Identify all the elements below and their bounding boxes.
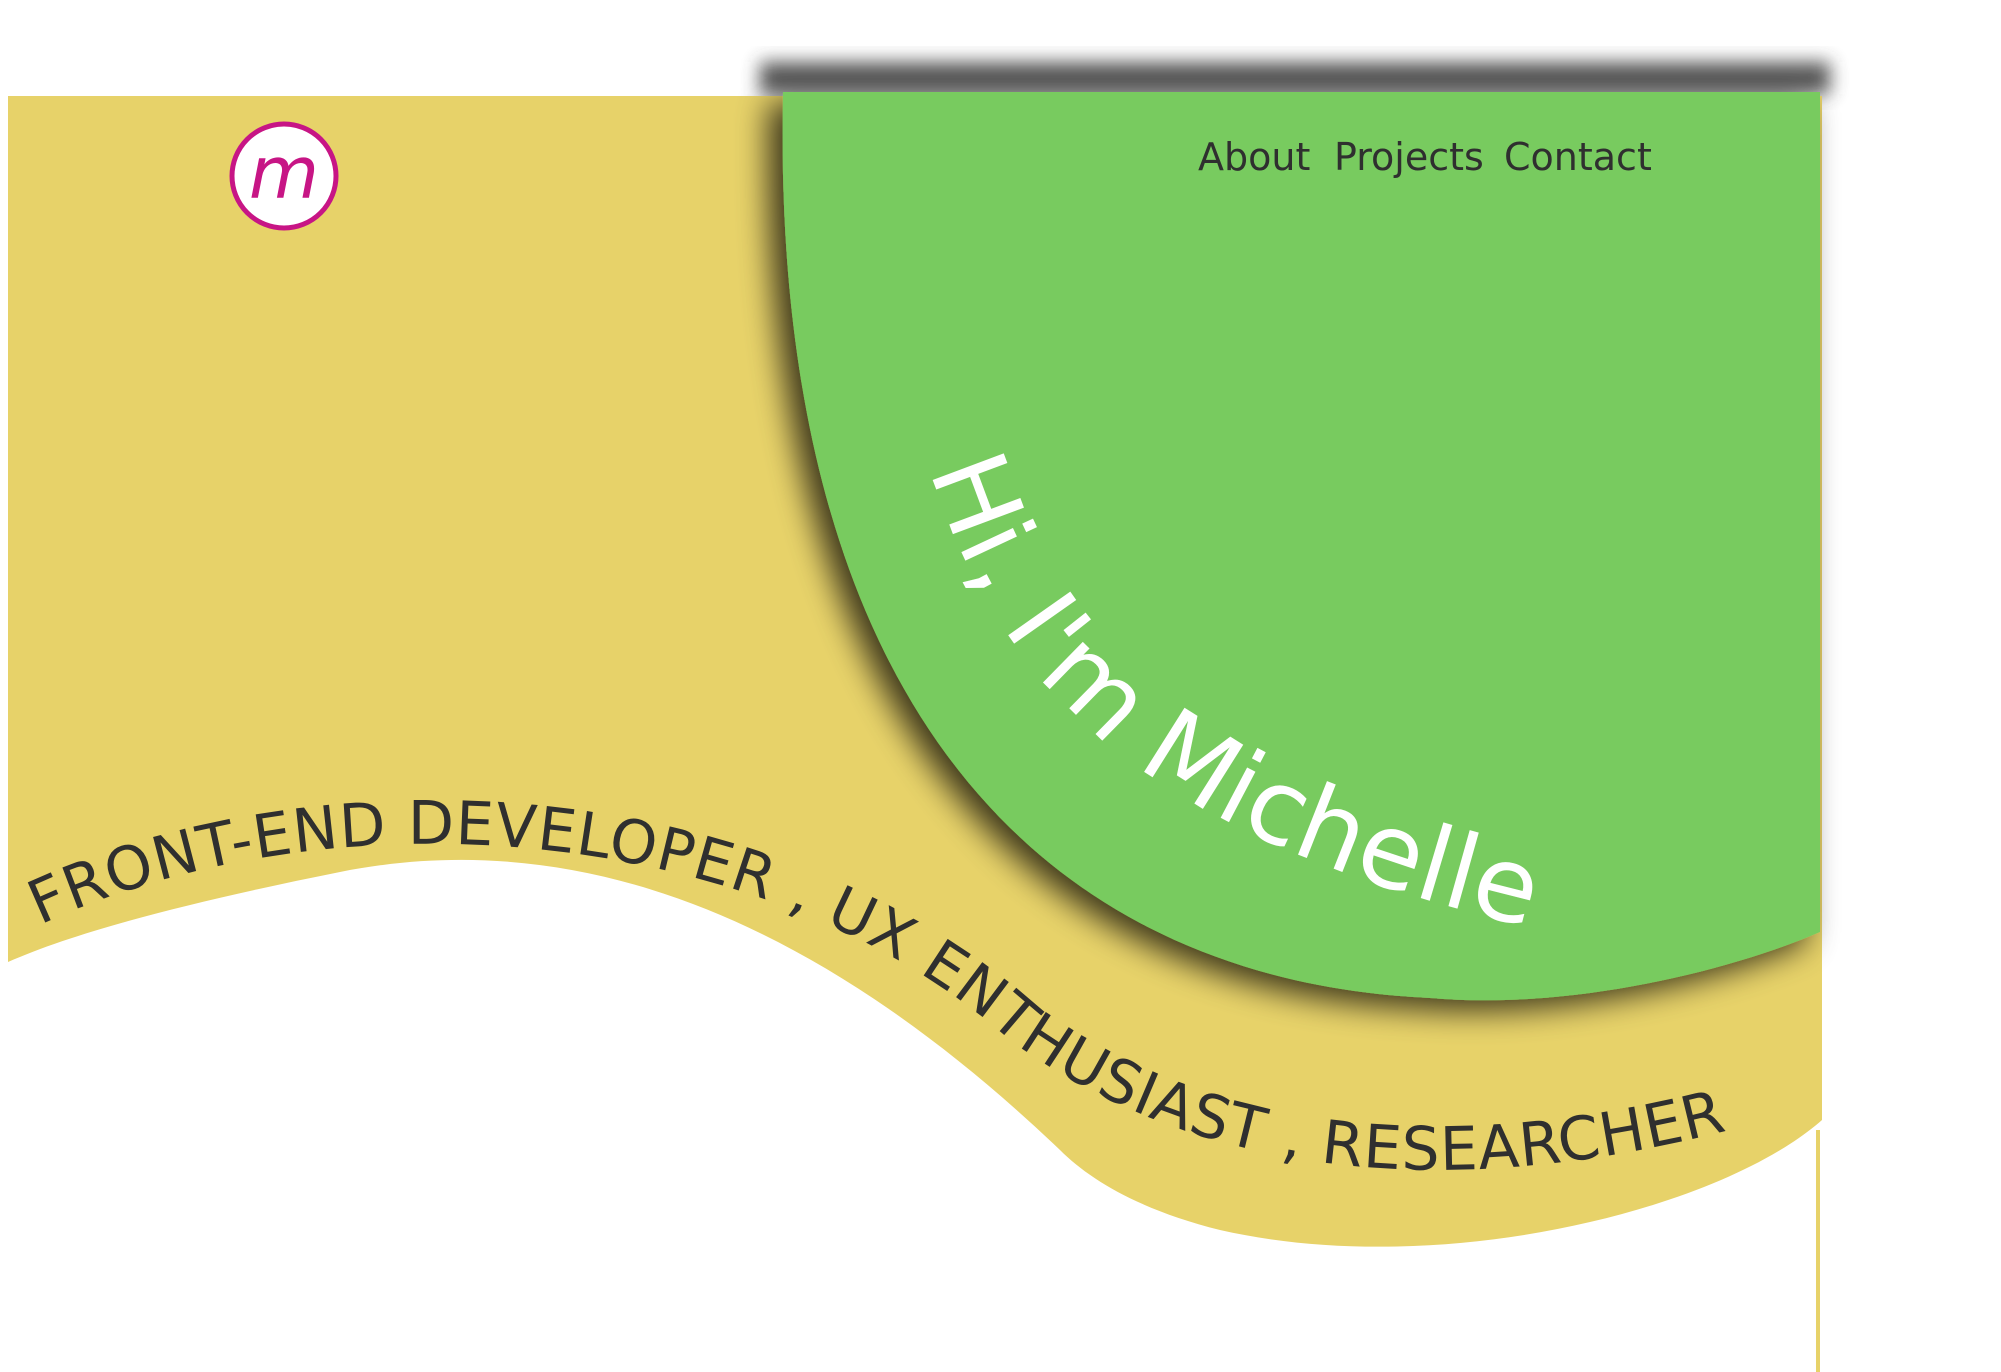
nav-link-about[interactable]: About <box>1198 135 1310 179</box>
nav-link-contact[interactable]: Contact <box>1504 135 1652 179</box>
monogram-logo-icon[interactable]: m <box>229 121 339 231</box>
green-panel-shadow <box>760 62 1830 94</box>
green-panel <box>782 92 1821 1001</box>
logo-letter: m <box>249 131 319 215</box>
nav-link-projects[interactable]: Projects <box>1334 135 1484 179</box>
yellow-edge-line <box>1816 1130 1820 1372</box>
